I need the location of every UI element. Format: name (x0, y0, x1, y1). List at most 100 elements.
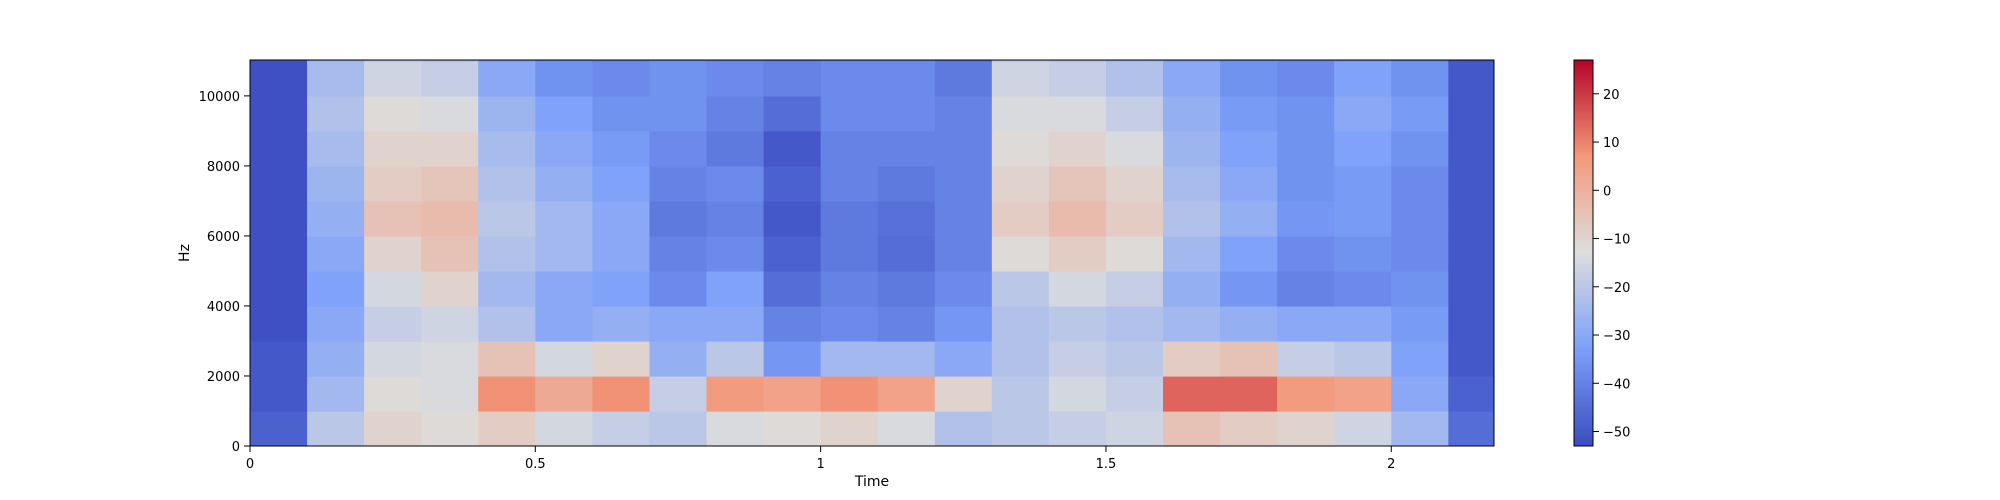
spectrogram-cell (364, 200, 422, 237)
spectrogram-cell (1105, 235, 1164, 272)
spectrogram-cell (763, 410, 822, 446)
spectrogram-cell (1163, 375, 1221, 412)
spectrogram-cell (364, 60, 422, 97)
spectrogram-cell (706, 60, 765, 97)
spectrogram-cell (649, 410, 708, 446)
spectrogram-cell (250, 375, 308, 412)
spectrogram-cell (1105, 95, 1164, 132)
spectrogram-cell (364, 235, 422, 272)
spectrogram-cell (1277, 340, 1335, 377)
spectrogram-cell (1048, 305, 1107, 342)
spectrogram-cell (877, 305, 936, 342)
spectrogram-cell (1163, 60, 1221, 62)
spectrogram-cell (934, 130, 993, 167)
spectrogram-cell (1277, 60, 1335, 62)
spectrogram-cell (307, 305, 365, 342)
spectrogram-cell (820, 235, 879, 272)
spectrogram-cell (1105, 200, 1164, 237)
spectrogram-cell (307, 60, 365, 62)
spectrogram-cell (934, 235, 993, 272)
spectrogram-cell (877, 375, 936, 412)
spectrogram-cell (1163, 305, 1221, 342)
spectrogram-cell (250, 60, 308, 62)
spectrogram-cell (364, 270, 422, 307)
spectrogram-cell (1448, 130, 1494, 167)
spectrogram-cell (649, 340, 708, 377)
spectrogram-cell (250, 130, 308, 167)
spectrogram-cell (991, 165, 1050, 202)
spectrogram-cell (820, 340, 879, 377)
spectrogram-cell (421, 95, 479, 132)
y-axis-label: Hz (177, 244, 193, 262)
plot-frame (249, 59, 1495, 447)
spectrogram-cell (763, 375, 822, 412)
spectrogram-cell (991, 130, 1050, 167)
spectrogram-cell (1277, 130, 1335, 167)
spectrogram-cell (706, 165, 765, 202)
spectrogram-cell (1391, 410, 1449, 446)
spectrogram-cell (706, 95, 765, 132)
spectrogram-cell (1334, 270, 1392, 307)
spectrogram-cell (1105, 270, 1164, 307)
spectrogram-cell (250, 305, 308, 342)
spectrogram-cell (1334, 95, 1392, 132)
y-tick-label: 8000 (207, 160, 240, 175)
spectrogram-cell (820, 410, 879, 446)
spectrogram-cell (1048, 130, 1107, 167)
spectrogram-cell (934, 410, 993, 446)
spectrogram-cell (307, 130, 365, 167)
spectrogram-cell (649, 95, 708, 132)
spectrogram-cell (535, 340, 593, 377)
spectrogram-cell (877, 95, 936, 132)
spectrogram-cell (478, 270, 536, 307)
spectrogram-cell (763, 305, 822, 342)
spectrogram-cell (1105, 60, 1164, 62)
spectrogram-cell (478, 95, 536, 132)
spectrogram-cell (1448, 270, 1494, 307)
spectrogram-cell (1048, 200, 1107, 237)
spectrogram-cell (250, 235, 308, 272)
spectrogram-cell (1334, 235, 1392, 272)
spectrogram-cell (1277, 410, 1335, 446)
spectrogram-cell (1163, 235, 1221, 272)
spectrogram-cell (820, 305, 879, 342)
spectrogram-cell (592, 270, 651, 307)
spectrogram-cell (706, 375, 765, 412)
spectrogram-cell (991, 60, 1050, 62)
spectrogram-cell (478, 375, 536, 412)
spectrogram-cell (934, 165, 993, 202)
spectrogram-cell (535, 375, 593, 412)
spectrogram-cell (307, 375, 365, 412)
spectrogram-cell (820, 130, 879, 167)
spectrogram-cell (535, 410, 593, 446)
colorbar-tick-label: −30 (1603, 329, 1630, 344)
spectrogram-cell (1048, 165, 1107, 202)
spectrogram-cell (763, 270, 822, 307)
spectrogram-cell (1163, 165, 1221, 202)
spectrogram-cell (877, 60, 936, 97)
spectrogram-cell (1448, 235, 1494, 272)
spectrogram-cell (1391, 130, 1449, 167)
spectrogram-cell (1448, 410, 1494, 446)
spectrogram-cell (364, 60, 422, 62)
spectrogram-cell (1334, 165, 1392, 202)
spectrogram-cell (592, 200, 651, 237)
spectrogram-cell (1048, 60, 1107, 62)
spectrogram-cell (763, 60, 822, 62)
spectrogram-cell (592, 95, 651, 132)
spectrogram-cell (364, 130, 422, 167)
spectrogram-cell (1391, 95, 1449, 132)
spectrogram-cell (364, 165, 422, 202)
spectrogram-cell (934, 60, 993, 97)
spectrogram-cell (877, 270, 936, 307)
spectrogram-cell (250, 200, 308, 237)
spectrogram-cell (649, 270, 708, 307)
spectrogram-cell (706, 270, 765, 307)
spectrogram-cell (1334, 375, 1392, 412)
spectrogram-cell (478, 60, 536, 97)
colorbar-tick-label: 0 (1603, 184, 1611, 199)
spectrogram-cell (478, 200, 536, 237)
x-tick-label: 0 (246, 457, 254, 472)
spectrogram-cell (250, 270, 308, 307)
spectrogram-cell (478, 340, 536, 377)
